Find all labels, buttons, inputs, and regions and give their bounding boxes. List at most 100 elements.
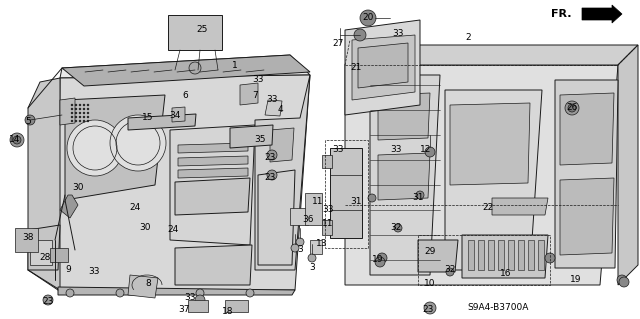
Polygon shape: [168, 15, 222, 50]
Circle shape: [13, 136, 21, 144]
Text: 18: 18: [222, 308, 234, 316]
Polygon shape: [50, 248, 68, 262]
Bar: [468, 240, 474, 270]
Circle shape: [308, 254, 316, 262]
Text: 23: 23: [42, 298, 54, 307]
Circle shape: [394, 224, 402, 232]
Circle shape: [425, 147, 435, 157]
Circle shape: [71, 104, 73, 106]
Circle shape: [195, 295, 205, 305]
Polygon shape: [15, 228, 38, 252]
Text: 27: 27: [332, 40, 344, 48]
Circle shape: [368, 194, 376, 202]
Text: 7: 7: [252, 91, 258, 100]
Text: 25: 25: [196, 26, 208, 34]
Bar: [498, 240, 504, 270]
Polygon shape: [492, 198, 548, 215]
Circle shape: [79, 108, 81, 110]
Text: 21: 21: [350, 63, 362, 71]
Text: 36: 36: [302, 216, 314, 225]
Bar: [478, 240, 484, 270]
Circle shape: [71, 112, 73, 114]
Polygon shape: [128, 114, 196, 130]
Text: 19: 19: [372, 256, 384, 264]
Text: 1: 1: [232, 61, 238, 70]
Polygon shape: [28, 225, 60, 270]
Circle shape: [75, 120, 77, 122]
Text: 4: 4: [277, 106, 283, 115]
Circle shape: [377, 253, 387, 263]
Text: 11: 11: [323, 219, 333, 228]
Circle shape: [116, 289, 124, 297]
Text: 24: 24: [168, 226, 179, 234]
Circle shape: [565, 101, 579, 115]
Bar: [538, 240, 544, 270]
Text: FR.: FR.: [552, 9, 572, 19]
Text: 30: 30: [140, 222, 151, 232]
Polygon shape: [345, 65, 618, 285]
Text: 33: 33: [266, 95, 278, 105]
Text: 29: 29: [424, 248, 436, 256]
Polygon shape: [172, 107, 185, 122]
Circle shape: [354, 29, 366, 41]
Polygon shape: [225, 300, 248, 312]
Polygon shape: [582, 5, 622, 23]
Polygon shape: [450, 103, 530, 185]
Circle shape: [71, 120, 73, 122]
Text: 3: 3: [297, 246, 303, 255]
Circle shape: [75, 104, 77, 106]
Text: 14: 14: [10, 136, 20, 145]
Bar: [508, 240, 514, 270]
Circle shape: [87, 108, 89, 110]
Text: 19: 19: [570, 276, 582, 285]
Bar: [488, 240, 494, 270]
Circle shape: [87, 120, 89, 122]
Text: 33: 33: [252, 76, 264, 85]
Polygon shape: [345, 45, 638, 65]
Polygon shape: [352, 35, 415, 100]
Polygon shape: [230, 125, 273, 148]
Circle shape: [545, 253, 555, 263]
Polygon shape: [175, 178, 250, 215]
Polygon shape: [370, 75, 440, 275]
Circle shape: [110, 115, 166, 171]
Circle shape: [196, 289, 204, 297]
Circle shape: [267, 150, 277, 160]
Text: 26: 26: [566, 102, 578, 112]
Polygon shape: [178, 156, 248, 166]
Circle shape: [87, 112, 89, 114]
Text: 9: 9: [65, 265, 71, 275]
Text: 32: 32: [390, 222, 402, 232]
Polygon shape: [270, 128, 294, 162]
Text: 31: 31: [412, 192, 424, 202]
Polygon shape: [305, 193, 322, 225]
Polygon shape: [322, 155, 332, 168]
Polygon shape: [358, 43, 408, 88]
Polygon shape: [30, 240, 52, 265]
Circle shape: [424, 302, 436, 314]
Text: 16: 16: [500, 270, 512, 278]
Text: 32: 32: [444, 265, 456, 275]
Circle shape: [66, 289, 74, 297]
Text: 33: 33: [88, 268, 100, 277]
Polygon shape: [330, 148, 362, 238]
Bar: [518, 240, 524, 270]
Text: 20: 20: [362, 13, 374, 23]
Text: 10: 10: [424, 279, 436, 288]
Text: 23: 23: [264, 173, 276, 182]
Circle shape: [189, 62, 201, 74]
Polygon shape: [175, 245, 252, 285]
Polygon shape: [445, 90, 542, 270]
Polygon shape: [60, 98, 75, 125]
Circle shape: [568, 104, 576, 112]
Polygon shape: [290, 208, 308, 225]
Text: 33: 33: [392, 29, 404, 39]
Text: 33: 33: [184, 293, 196, 301]
Text: 6: 6: [182, 91, 188, 100]
Circle shape: [83, 112, 85, 114]
Circle shape: [87, 116, 89, 118]
Circle shape: [360, 10, 376, 26]
Circle shape: [43, 295, 53, 305]
Circle shape: [67, 120, 123, 176]
Circle shape: [296, 238, 304, 246]
